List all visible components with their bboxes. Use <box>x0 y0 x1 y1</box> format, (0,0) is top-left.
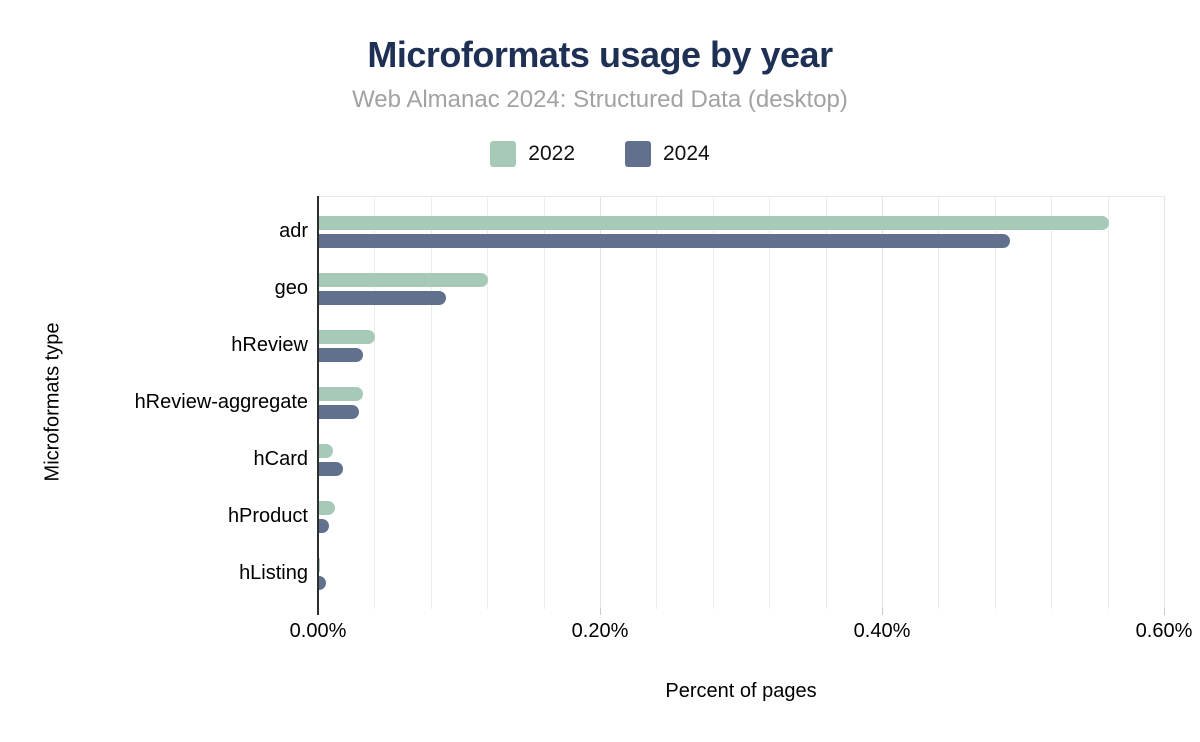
x-axis-tick <box>600 608 601 615</box>
x-tick-label-0.40%: 0.40% <box>853 620 911 642</box>
legend-item-2022[interactable]: 2022 <box>490 141 575 167</box>
chart-legend: 2022 2024 <box>0 141 1200 167</box>
chart-title: Microformats usage by year <box>367 34 833 75</box>
x-axis-tick <box>882 608 883 615</box>
y-axis-line <box>317 196 319 615</box>
x-tick-label-0.60%: 0.60% <box>1135 620 1193 642</box>
minor-gridline <box>995 197 996 609</box>
minor-gridline <box>826 197 827 609</box>
minor-gridline <box>431 197 432 609</box>
legend-swatch-2022 <box>490 141 517 167</box>
bar-hCard-2022[interactable] <box>319 444 334 458</box>
minor-gridline <box>656 197 657 609</box>
bar-hReview-2024[interactable] <box>319 348 363 362</box>
minor-gridline <box>487 197 488 609</box>
minor-gridline <box>769 197 770 609</box>
minor-gridline <box>713 197 714 609</box>
minor-gridline <box>544 197 545 609</box>
bar-hReview-aggregate-2022[interactable] <box>319 387 363 401</box>
bar-hCard-2024[interactable] <box>319 462 343 476</box>
legend-label-2024: 2024 <box>663 142 710 165</box>
x-tick-label-0.20%: 0.20% <box>571 620 629 642</box>
legend-item-2024[interactable]: 2024 <box>625 141 710 167</box>
major-gridline <box>600 197 601 609</box>
major-gridline <box>1164 197 1165 609</box>
x-axis-tick <box>1164 608 1165 615</box>
x-axis-title: Percent of pages <box>665 680 817 702</box>
chart-subtitle: Web Almanac 2024: Structured Data (deskt… <box>352 86 848 113</box>
plot-area <box>318 196 1165 609</box>
bar-adr-2024[interactable] <box>319 234 1010 248</box>
legend-swatch-2024 <box>625 141 651 167</box>
bar-hReview-aggregate-2024[interactable] <box>319 405 359 419</box>
minor-gridline <box>1108 197 1109 609</box>
bar-geo-2024[interactable] <box>319 291 446 305</box>
bar-hProduct-2022[interactable] <box>319 501 335 515</box>
category-label-hReview: hReview <box>231 334 308 356</box>
category-label-hReview-aggregate: hReview-aggregate <box>134 391 308 413</box>
bar-hProduct-2024[interactable] <box>319 519 329 533</box>
category-label-hProduct: hProduct <box>227 505 308 527</box>
category-label-hCard: hCard <box>253 448 308 470</box>
bar-hListing-2022[interactable] <box>319 558 321 572</box>
minor-gridline <box>1051 197 1052 609</box>
bar-adr-2022[interactable] <box>319 216 1109 230</box>
category-label-geo: geo <box>274 277 308 299</box>
minor-gridline <box>374 197 375 609</box>
category-label-hListing: hListing <box>239 562 308 584</box>
x-tick-label-0.00%: 0.00% <box>289 620 347 642</box>
bar-hReview-2022[interactable] <box>319 330 376 344</box>
minor-gridline <box>938 197 939 609</box>
major-gridline <box>882 197 883 609</box>
bar-hListing-2024[interactable] <box>319 576 326 590</box>
legend-label-2022: 2022 <box>528 142 575 165</box>
bar-geo-2022[interactable] <box>319 273 489 287</box>
category-label-adr: adr <box>279 220 308 242</box>
